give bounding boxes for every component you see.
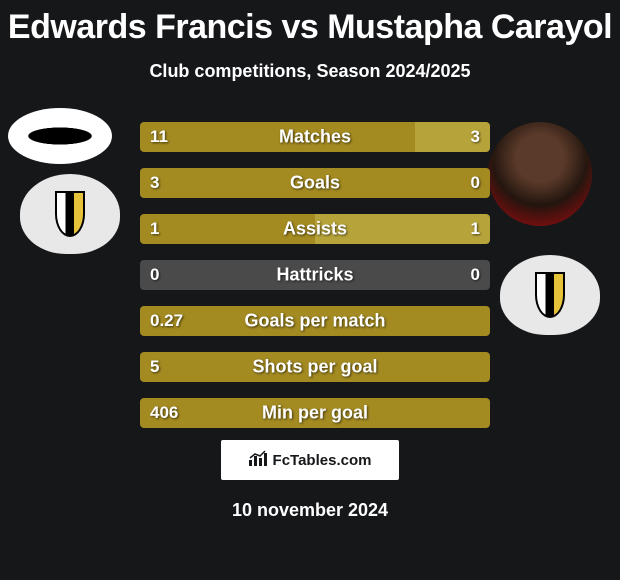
- site-name: FcTables.com: [273, 452, 372, 469]
- stat-value-left: 3: [150, 173, 159, 193]
- stat-value-left: 0: [150, 265, 159, 285]
- shield-icon: [535, 272, 565, 318]
- stat-value-left: 1: [150, 219, 159, 239]
- stat-value-right: 0: [471, 173, 480, 193]
- bar-left: [140, 122, 415, 152]
- site-badge: FcTables.com: [221, 440, 399, 480]
- player-left-photo: [8, 108, 112, 164]
- stat-label: Min per goal: [262, 403, 368, 424]
- stat-row: 1 1 Assists: [140, 214, 490, 244]
- stat-value-left: 11: [150, 127, 168, 147]
- stat-value-left: 0.27: [150, 311, 183, 331]
- page-subtitle: Club competitions, Season 2024/2025: [0, 61, 620, 82]
- stat-label: Assists: [283, 219, 347, 240]
- chart-icon: [249, 450, 267, 470]
- stat-row: 3 0 Goals: [140, 168, 490, 198]
- club-crest-left: [20, 174, 120, 254]
- stat-value-right: 0: [471, 265, 480, 285]
- stat-row: 0 0 Hattricks: [140, 260, 490, 290]
- stat-value-right: 1: [471, 219, 480, 239]
- stat-label: Goals per match: [244, 311, 385, 332]
- stat-label: Shots per goal: [252, 357, 377, 378]
- stat-row: 5 Shots per goal: [140, 352, 490, 382]
- stat-value-left: 5: [150, 357, 159, 377]
- stat-row: 406 Min per goal: [140, 398, 490, 428]
- comparison-chart: 113Matches30Goals11Assists00Hattricks0.2…: [140, 122, 490, 444]
- stat-row: 0.27 Goals per match: [140, 306, 490, 336]
- stat-label: Hattricks: [276, 265, 353, 286]
- shield-icon: [55, 191, 85, 237]
- stat-label: Goals: [290, 173, 340, 194]
- stat-row: 11 3 Matches: [140, 122, 490, 152]
- stat-value-left: 406: [150, 403, 178, 423]
- stat-value-right: 3: [471, 127, 480, 147]
- page-title: Edwards Francis vs Mustapha Carayol: [0, 0, 620, 47]
- stat-label: Matches: [279, 127, 351, 148]
- footer-date: 10 november 2024: [232, 500, 388, 521]
- club-crest-right: [500, 255, 600, 335]
- player-right-photo: [488, 122, 592, 226]
